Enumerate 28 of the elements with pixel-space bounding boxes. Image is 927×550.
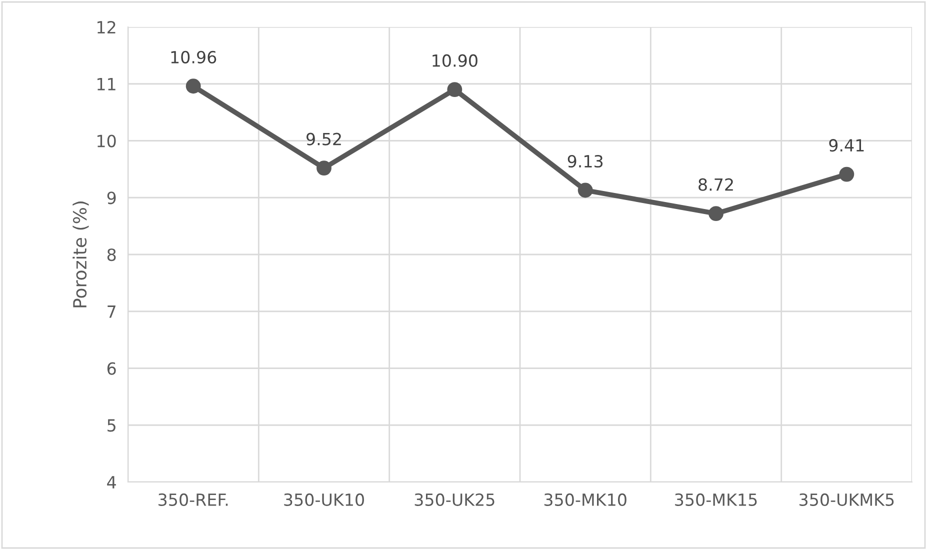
x-tick-label: 350-UK25	[414, 493, 494, 506]
y-tick-label: 6	[107, 362, 116, 375]
y-tick-label: 5	[108, 419, 116, 432]
y-axis-title: Porozite (%)	[72, 202, 89, 308]
y-tick-label: 10	[98, 134, 116, 148]
point	[447, 82, 462, 98]
y-tick-label: 9	[107, 192, 116, 204]
point	[186, 78, 201, 94]
data-label: 9.52	[306, 132, 341, 146]
y-tick-label: 12	[98, 20, 116, 34]
point	[708, 206, 724, 222]
y-tick-label: 4	[107, 476, 116, 488]
data-label: 10.90	[432, 54, 478, 67]
point	[316, 160, 332, 176]
point	[839, 166, 854, 182]
data-label: 10.96	[171, 50, 216, 64]
y-tick-label: 7	[108, 306, 116, 318]
data-label: 9.13	[568, 154, 603, 168]
data-label: 8.72	[698, 178, 733, 191]
data-label: 9.41	[829, 139, 864, 152]
x-tick-label: 350-REF.	[158, 493, 228, 506]
y-tick-label: 8	[107, 248, 116, 262]
x-tick-label: 350-MK10	[544, 493, 626, 506]
y-tick-label: 11	[98, 78, 116, 90]
x-tick-label: 350-MK15	[675, 493, 757, 506]
x-tick-label: 350-UKMK5	[800, 493, 894, 506]
x-tick-label: 350-UK10	[284, 493, 364, 506]
point	[578, 182, 593, 198]
